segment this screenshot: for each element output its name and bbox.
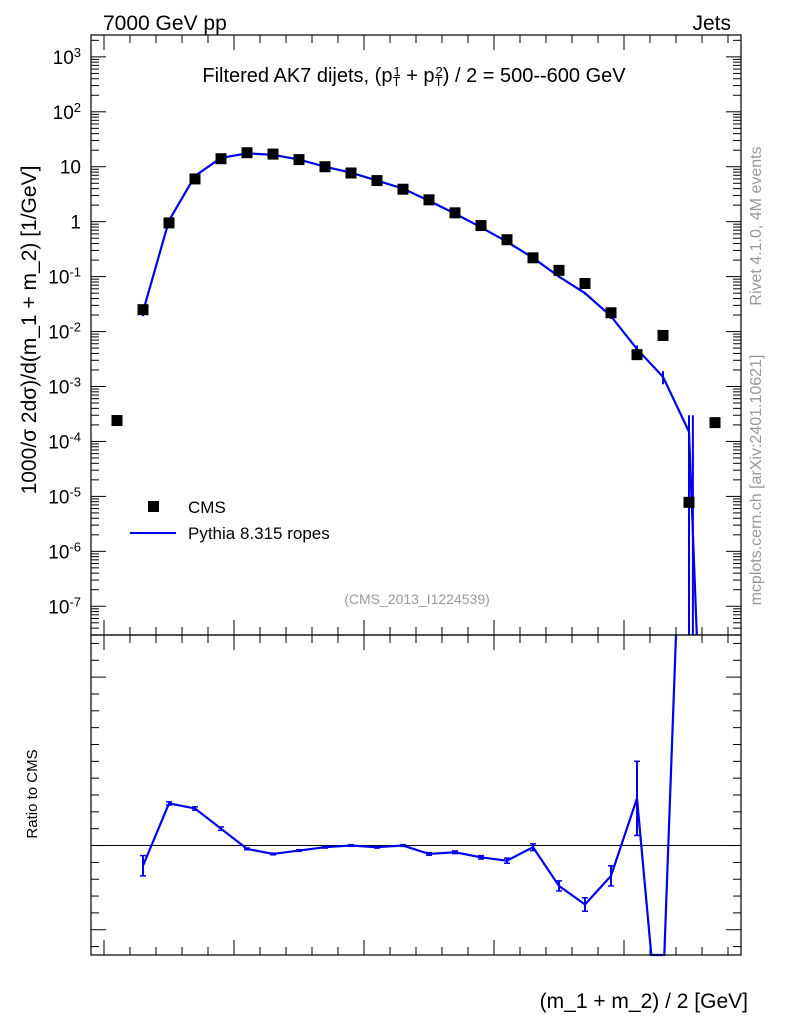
cms-data-point	[527, 252, 539, 264]
main-y-tick-label: 102	[53, 100, 81, 124]
main-y-tick-label: 10-4	[48, 429, 81, 453]
cms-data-point	[475, 220, 487, 232]
legend-marker-cms	[148, 501, 159, 512]
main-series	[111, 147, 721, 636]
cms-data-point	[449, 207, 461, 219]
main-plot-title: Filtered AK7 dijets, (pT1 + pT2) / 2 = 5…	[202, 64, 626, 89]
analysis-watermark: (CMS_2013_I1224539)	[344, 591, 490, 607]
cms-data-point	[267, 148, 279, 160]
main-y-tick-label: 10-1	[48, 264, 81, 288]
legend-label-cms: CMS	[188, 498, 226, 517]
cms-data-point	[501, 234, 513, 246]
main-y-tick-label: 10-6	[48, 539, 81, 563]
cms-data-point	[215, 153, 227, 165]
cms-data-point	[553, 264, 565, 276]
cms-data-point	[163, 217, 175, 229]
main-y-axis-title: 1000/σ 2dσ)/d(m_1 + m_2) [1/GeV]	[18, 166, 41, 495]
main-y-tick-label: 10-5	[48, 484, 81, 508]
mcplots-label: mcplots.cern.ch [arXiv:2401.10621]	[748, 355, 765, 606]
ratio-y-axis-title: Ratio to CMS	[24, 749, 41, 838]
cms-data-point	[293, 154, 305, 166]
cms-data-point	[319, 161, 331, 173]
cms-data-point	[111, 415, 123, 427]
cms-data-point	[423, 194, 435, 206]
ratio-line	[141, 634, 678, 957]
cms-data-point	[657, 329, 669, 341]
process-label: Jets	[692, 12, 731, 35]
cms-data-point	[683, 496, 695, 508]
cms-data-point	[397, 183, 409, 195]
rivet-label: Rivet 4.1.0, 4M events	[748, 146, 765, 305]
legend-label-mc: Pythia 8.315 ropes	[188, 524, 330, 543]
cms-data-point	[371, 175, 383, 187]
main-y-tick-label: 10-7	[48, 594, 81, 618]
mc-line	[141, 152, 698, 636]
cms-data-point	[605, 307, 617, 319]
cms-data-point	[137, 304, 149, 316]
x-axis-title: (m_1 + m_2) / 2 [GeV]	[540, 990, 748, 1013]
cms-data-point	[189, 173, 201, 185]
ratio-panel-frame	[90, 634, 742, 956]
cms-data-point	[579, 277, 591, 289]
legend: CMS Pythia 8.315 ropes	[130, 498, 330, 543]
energy-label: 7000 GeV pp	[103, 12, 227, 35]
cms-data-point	[631, 349, 643, 361]
main-panel-frame	[90, 34, 742, 636]
main-y-tick-label: 1	[70, 213, 81, 234]
cms-data-point	[709, 417, 721, 429]
ratio-series	[140, 634, 678, 957]
cms-data-point	[345, 167, 357, 179]
main-y-tick-label: 10	[60, 158, 81, 179]
main-y-tick-label: 10-2	[48, 319, 81, 343]
ratio-axis-ticks	[91, 635, 741, 955]
main-y-tick-label: 10-3	[48, 374, 81, 398]
cms-data-point	[241, 147, 253, 159]
main-y-tick-label: 103	[53, 45, 81, 69]
